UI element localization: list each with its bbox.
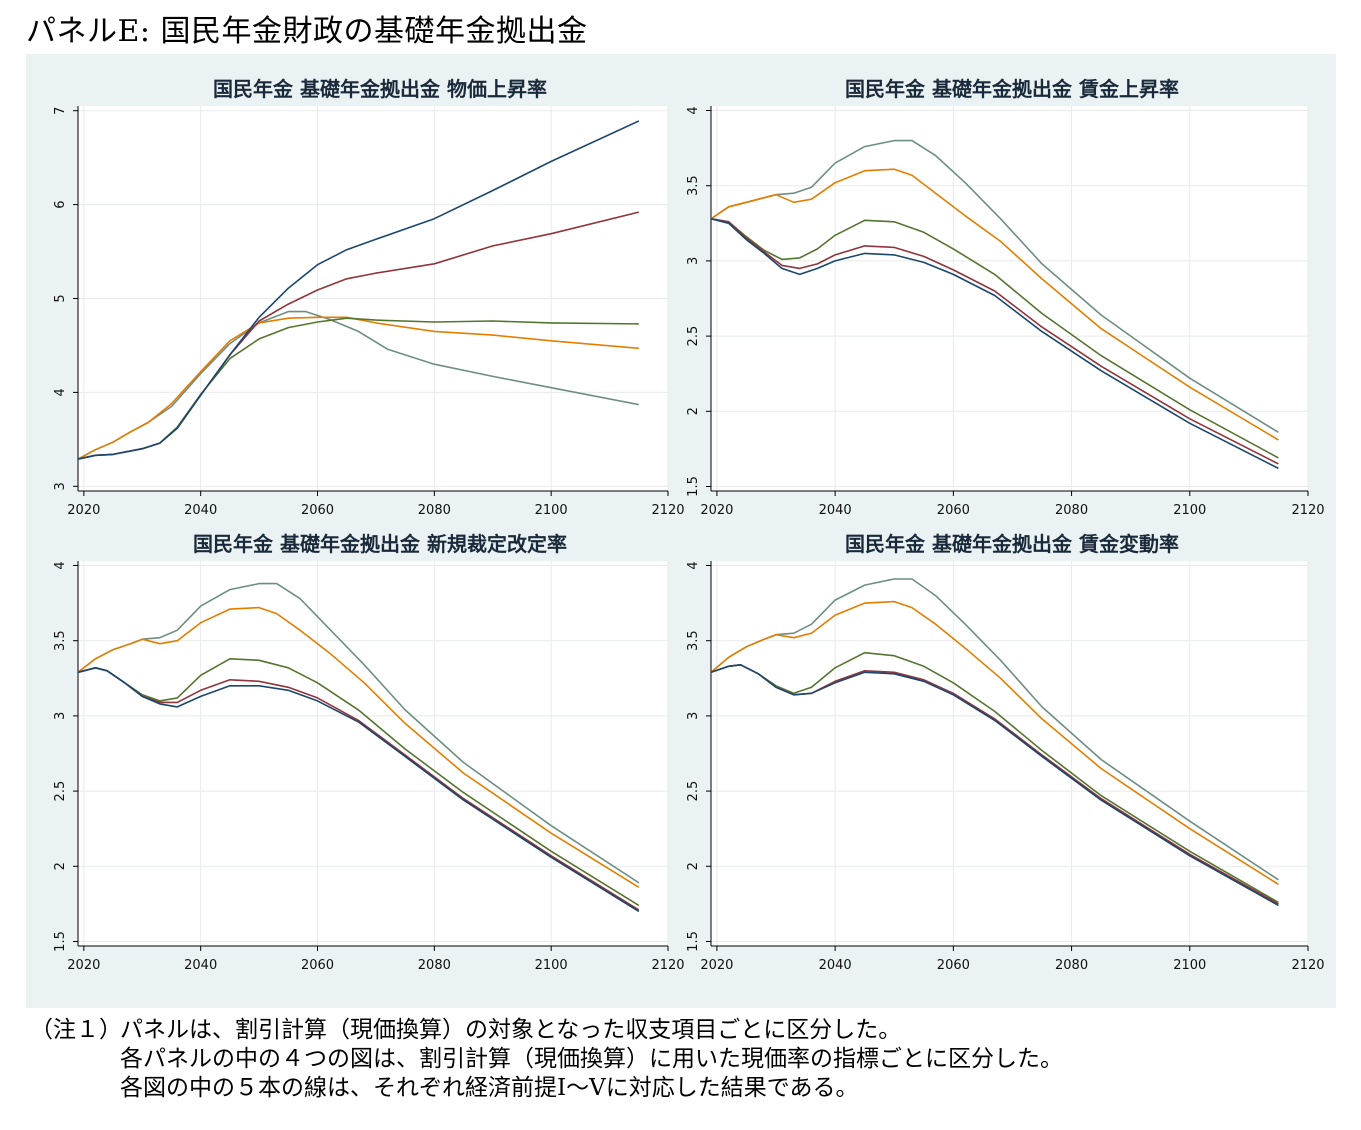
y-tick-label: 7 (53, 107, 68, 115)
y-tick-label: 2.5 (686, 326, 701, 347)
x-tick-label: 2040 (819, 958, 852, 973)
chart-title: 国民年金 基礎年金拠出金 賃金上昇率 (845, 77, 1179, 101)
series-line-1 (78, 667, 640, 913)
y-tick-label: 1.5 (686, 931, 701, 952)
note-row-2: 各パネルの中の４つの図は、割引計算（現価換算）に用いた現価率の指標ごとに区分した… (30, 1045, 1063, 1074)
x-tick-label: 2120 (1291, 958, 1324, 973)
note-row-3: 各図の中の５本の線は、それぞれ経済前提Ⅰ～Ⅴに対応した結果である。 (30, 1074, 1063, 1103)
series-line-1 (78, 120, 640, 460)
chart-1: 国民年金 基礎年金拠出金 物価上昇率 3 4 5 6 7 2020 2040 2060 2080 2… (53, 77, 685, 518)
series-line-4 (78, 316, 639, 460)
y-tick-label: 2 (686, 407, 701, 415)
x-tick-label: 2020 (67, 503, 100, 518)
y-tick-label: 1.5 (53, 931, 68, 952)
series-line-1 (711, 218, 1279, 470)
chart-3: 国民年金 基礎年金拠出金 新規裁定改定率 1.5 2 2.5 3 3.5 4 2020 2040… (53, 532, 685, 973)
y-tick-label: 4 (686, 561, 701, 569)
chart-title: 国民年金 基礎年金拠出金 物価上昇率 (213, 77, 547, 101)
y-tick-label: 3 (686, 712, 701, 720)
series-line-2 (711, 218, 1279, 465)
x-tick-label: 2040 (819, 503, 852, 518)
x-tick-label: 2080 (1055, 503, 1088, 518)
y-tick-label: 3 (686, 257, 701, 265)
note-line-2: 各パネルの中の４つの図は、割引計算（現価換算）に用いた現価率の指標ごとに区分した… (120, 1046, 1063, 1072)
note-row-1: （注１） パネルは、割引計算（現価換算）の対象となった収支項目ごとに区分した。 (30, 1016, 1063, 1045)
x-tick-label: 2020 (67, 958, 100, 973)
x-tick-label: 2040 (184, 958, 217, 973)
x-tick-label: 2120 (651, 958, 684, 973)
chart-area: 国民年金 基礎年金拠出金 物価上昇率 3 4 5 6 7 2020 2040 2060 2080 2… (26, 54, 1336, 1008)
x-tick-label: 2100 (535, 958, 568, 973)
series-line-3 (711, 218, 1279, 459)
y-tick-label: 5 (53, 294, 68, 302)
x-tick-label: 2060 (937, 958, 970, 973)
y-tick-label: 2 (53, 862, 68, 870)
plot-region (78, 561, 668, 946)
x-tick-label: 2040 (184, 503, 217, 518)
notes: （注１） パネルは、割引計算（現価換算）の対象となった収支項目ごとに区分した。 … (30, 1016, 1063, 1103)
note-line-1: パネルは、割引計算（現価換算）の対象となった収支項目ごとに区分した。 (120, 1017, 902, 1043)
panel-title: パネルE: 国民年金財政の基礎年金拠出金 (26, 14, 588, 49)
x-tick-label: 2080 (418, 503, 451, 518)
y-tick-label: 4 (53, 388, 68, 396)
x-tick-label: 2100 (1173, 958, 1206, 973)
x-tick-label: 2100 (535, 503, 568, 518)
y-tick-label: 2.5 (686, 781, 701, 802)
series-line-4 (711, 600, 1279, 885)
chart-4: 国民年金 基礎年金拠出金 賃金変動率 1.5 2 2.5 3 3.5 4 2020 2040 20… (686, 532, 1325, 973)
y-tick-label: 2.5 (53, 781, 68, 802)
y-tick-label: 4 (686, 106, 701, 114)
x-tick-label: 2120 (651, 503, 684, 518)
note-label: （注１） (30, 1017, 122, 1043)
y-tick-label: 4 (53, 561, 68, 569)
y-tick-label: 1.5 (686, 476, 701, 497)
x-tick-label: 2060 (301, 958, 334, 973)
x-tick-label: 2060 (937, 503, 970, 518)
x-tick-label: 2080 (1055, 958, 1088, 973)
x-tick-label: 2020 (700, 958, 733, 973)
y-tick-label: 3 (53, 712, 68, 720)
x-tick-label: 2100 (1173, 503, 1206, 518)
chart-title: 国民年金 基礎年金拠出金 新規裁定改定率 (193, 532, 567, 556)
charts-svg: 国民年金 基礎年金拠出金 物価上昇率 3 4 5 6 7 2020 2040 2060 2080 2… (53, 77, 1325, 973)
y-tick-label: 3.5 (53, 630, 68, 651)
note-line-3: 各図の中の５本の線は、それぞれ経済前提Ⅰ～Ⅴに対応した結果である。 (120, 1075, 859, 1101)
x-tick-label: 2020 (700, 503, 733, 518)
y-tick-label: 3.5 (686, 630, 701, 651)
x-tick-label: 2060 (301, 503, 334, 518)
series-line-4 (711, 168, 1279, 441)
plot-region (711, 106, 1308, 491)
x-tick-label: 2080 (418, 958, 451, 973)
chart-title: 国民年金 基礎年金拠出金 賃金変動率 (845, 532, 1179, 556)
y-tick-label: 3.5 (686, 175, 701, 196)
chart-2: 国民年金 基礎年金拠出金 賃金上昇率 1.5 2 2.5 3 3.5 4 2020 2040 20… (686, 77, 1325, 518)
plot-region (711, 561, 1308, 946)
y-tick-label: 3 (53, 482, 68, 490)
series-line-1 (711, 664, 1279, 907)
y-tick-label: 6 (53, 200, 68, 208)
y-tick-label: 2 (686, 862, 701, 870)
x-tick-label: 2120 (1291, 503, 1324, 518)
series-line-4 (78, 606, 640, 888)
